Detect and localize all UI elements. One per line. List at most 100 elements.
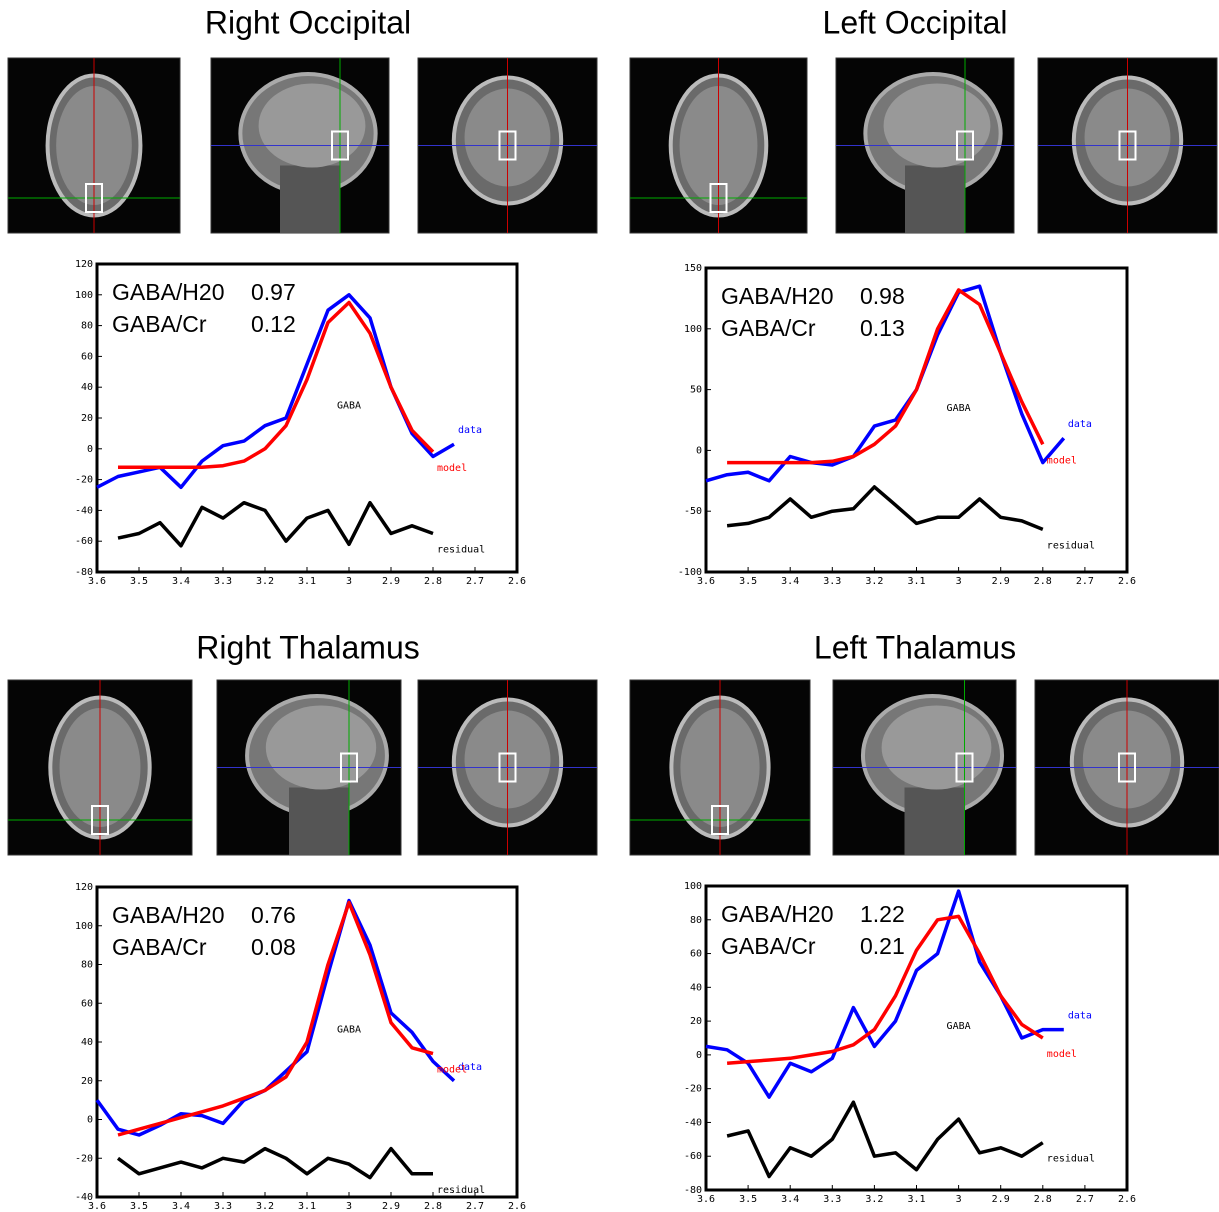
brain: [259, 84, 366, 168]
y-tick-label: 40: [81, 1037, 93, 1048]
plot-frame: [706, 268, 1127, 572]
peak-label: GABA: [947, 1021, 971, 1032]
series-label: model: [437, 1065, 467, 1076]
y-tick-label: 80: [81, 321, 93, 332]
y-tick-label: -40: [684, 1117, 702, 1128]
y-tick-label: -80: [684, 1185, 702, 1196]
y-tick-label: 0: [87, 444, 93, 455]
x-tick-label: 3.3: [823, 576, 841, 587]
panel-title: Left Occipital: [823, 4, 1008, 40]
ratio-label: GABA/Cr: [721, 933, 816, 959]
y-tick-label: -60: [684, 1151, 702, 1162]
x-tick-label: 3.5: [739, 576, 757, 587]
ratio-value: 0.12: [251, 311, 296, 337]
peak-label: GABA: [947, 403, 971, 414]
ratio-value: 0.13: [860, 315, 905, 341]
y-tick-label: 60: [81, 351, 93, 362]
y-tick-label: -40: [75, 1192, 93, 1203]
x-tick-label: 3: [346, 576, 352, 587]
x-tick-label: 3.2: [865, 1194, 883, 1205]
y-tick-label: -80: [75, 567, 93, 578]
ratio-value: 0.21: [860, 933, 905, 959]
series-label: residual: [1047, 1154, 1095, 1165]
neck: [905, 788, 965, 856]
y-tick-label: -20: [75, 475, 93, 486]
series-label: data: [458, 425, 482, 436]
y-tick-label: 80: [81, 960, 93, 971]
series-label: model: [1047, 1049, 1077, 1060]
x-tick-label: 2.9: [992, 1194, 1010, 1205]
y-tick-label: 0: [87, 1115, 93, 1126]
brain: [884, 84, 991, 168]
x-tick-label: 2.6: [1118, 576, 1136, 587]
y-tick-label: -40: [75, 505, 93, 516]
y-tick-label: 100: [75, 290, 93, 301]
brain: [266, 706, 376, 790]
series-label: data: [1068, 1011, 1092, 1022]
x-tick-label: 2.6: [508, 1201, 526, 1212]
plot-frame: [706, 886, 1127, 1190]
ratio-label: GABA/H20: [112, 902, 225, 928]
peak-label: GABA: [337, 1025, 361, 1036]
series-label: residual: [437, 545, 485, 556]
neck: [280, 166, 340, 234]
x-tick-label: 3: [956, 1194, 962, 1205]
panel-title: Right Thalamus: [196, 629, 420, 665]
x-tick-label: 3.5: [130, 576, 148, 587]
y-tick-label: 100: [684, 324, 702, 335]
x-tick-label: 3.1: [298, 576, 316, 587]
y-tick-label: 80: [690, 915, 702, 926]
x-tick-label: 3.1: [907, 1194, 925, 1205]
x-tick-label: 2.9: [382, 1201, 400, 1212]
y-tick-label: 100: [75, 921, 93, 932]
x-tick-label: 3.1: [298, 1201, 316, 1212]
x-tick-label: 3.5: [739, 1194, 757, 1205]
x-tick-label: 2.8: [1034, 1194, 1052, 1205]
x-tick-label: 2.7: [1076, 576, 1094, 587]
y-tick-label: 20: [81, 1076, 93, 1087]
y-tick-label: 60: [81, 998, 93, 1009]
x-tick-label: 2.7: [466, 1201, 484, 1212]
y-tick-label: 120: [75, 259, 93, 270]
x-tick-label: 2.8: [424, 1201, 442, 1212]
y-tick-label: 40: [690, 982, 702, 993]
panel-title: Right Occipital: [205, 4, 411, 40]
x-tick-label: 2.7: [1076, 1194, 1094, 1205]
ratio-label: GABA/H20: [112, 279, 225, 305]
x-tick-label: 3.2: [256, 1201, 274, 1212]
x-tick-label: 3.3: [823, 1194, 841, 1205]
y-tick-label: 40: [81, 382, 93, 393]
peak-label: GABA: [337, 401, 361, 412]
y-tick-label: -20: [75, 1153, 93, 1164]
series-label: data: [1068, 419, 1092, 430]
x-tick-label: 2.9: [992, 576, 1010, 587]
ratio-label: GABA/Cr: [721, 315, 816, 341]
series-label: residual: [437, 1185, 485, 1196]
y-tick-label: -100: [678, 567, 702, 578]
y-tick-label: 150: [684, 263, 702, 274]
y-tick-label: 100: [684, 881, 702, 892]
brain: [882, 706, 992, 790]
ratio-label: GABA/Cr: [112, 934, 207, 960]
x-tick-label: 2.8: [424, 576, 442, 587]
neck: [289, 788, 349, 856]
series-label: model: [1047, 455, 1077, 466]
y-tick-label: -50: [684, 506, 702, 517]
ratio-value: 0.08: [251, 934, 296, 960]
series-label: model: [437, 463, 467, 474]
figure: Right Occipital3.63.53.43.33.23.132.92.8…: [0, 0, 1219, 1212]
ratio-value: 0.97: [251, 279, 296, 305]
x-tick-label: 3: [956, 576, 962, 587]
y-tick-label: 60: [690, 949, 702, 960]
x-tick-label: 3.2: [865, 576, 883, 587]
ratio-label: GABA/H20: [721, 901, 834, 927]
x-tick-label: 3.3: [214, 576, 232, 587]
x-tick-label: 3.4: [781, 1194, 799, 1205]
y-tick-label: 0: [696, 1050, 702, 1061]
y-tick-label: 120: [75, 882, 93, 893]
x-tick-label: 2.6: [508, 576, 526, 587]
x-tick-label: 2.6: [1118, 1194, 1136, 1205]
x-tick-label: 3.5: [130, 1201, 148, 1212]
ratio-value: 1.22: [860, 901, 905, 927]
x-tick-label: 3.4: [781, 576, 799, 587]
